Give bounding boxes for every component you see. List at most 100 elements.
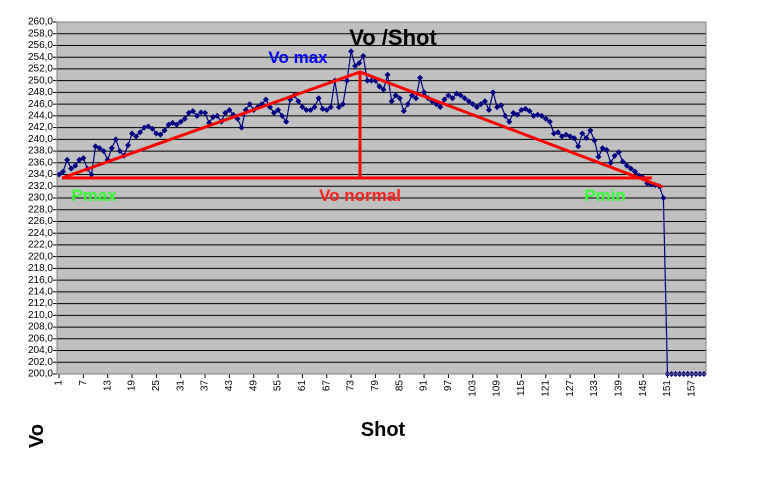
point — [595, 153, 602, 160]
point — [611, 152, 618, 159]
point — [522, 105, 529, 112]
point — [295, 98, 302, 105]
point — [502, 112, 509, 119]
point — [506, 118, 513, 125]
x-tick-label: 43 — [224, 380, 235, 392]
y-tick-label: 240,0 — [28, 134, 53, 145]
x-tick-label: 115 — [516, 380, 527, 396]
y-tick-label: 222,0 — [28, 240, 53, 251]
point — [323, 107, 330, 113]
point — [68, 165, 75, 172]
x-tick-label: 127 — [565, 380, 576, 397]
x-tick-label: 109 — [492, 380, 503, 397]
y-tick-label: 208,0 — [28, 322, 53, 333]
point — [80, 155, 87, 162]
y-tick-label: 216,0 — [28, 275, 53, 286]
point — [124, 142, 131, 149]
annotation: Vo normal — [319, 186, 401, 205]
x-tick-label: 139 — [613, 380, 624, 397]
x-tick-label: 55 — [273, 380, 284, 392]
x-tick-label: 91 — [419, 380, 430, 392]
point — [615, 149, 622, 156]
x-tick-label: 73 — [346, 380, 357, 392]
point — [571, 135, 578, 142]
point — [279, 112, 286, 119]
point — [189, 108, 196, 115]
trend-lines — [61, 70, 664, 189]
point — [461, 95, 468, 102]
point — [412, 95, 419, 102]
y-tick-label: 258,0 — [28, 28, 53, 39]
x-tick-label: 97 — [443, 380, 454, 392]
y-tick-label: 254,0 — [28, 52, 53, 63]
point — [485, 107, 492, 113]
y-tick-label: 260,0 — [28, 17, 53, 28]
point — [202, 109, 209, 116]
point — [137, 129, 144, 136]
point — [177, 118, 184, 125]
point — [396, 95, 403, 102]
x-tick-label: 25 — [151, 380, 162, 392]
point — [129, 130, 136, 137]
point — [404, 101, 411, 108]
y-tick-label: 212,0 — [28, 298, 53, 309]
y-tick-label: 252,0 — [28, 64, 53, 75]
x-tick-label: 85 — [394, 380, 405, 392]
point — [96, 145, 103, 152]
x-tick-label: 133 — [589, 380, 600, 397]
point — [583, 135, 590, 142]
point — [392, 92, 399, 99]
y-tick-label: 246,0 — [28, 99, 53, 110]
point — [327, 104, 334, 111]
y-tick-label: 256,0 — [28, 40, 53, 51]
point — [498, 102, 505, 109]
point — [116, 148, 123, 155]
y-tick-label: 248,0 — [28, 87, 53, 98]
point — [400, 108, 407, 115]
point — [88, 171, 95, 178]
x-tick-label: 79 — [370, 380, 381, 392]
point — [554, 129, 561, 136]
point — [526, 108, 533, 115]
x-tick-label: 1 — [54, 380, 65, 386]
point — [376, 83, 383, 90]
point — [623, 162, 630, 169]
marks — [56, 48, 707, 377]
grid — [53, 21, 706, 378]
point — [238, 124, 245, 131]
point — [56, 171, 63, 178]
point — [441, 96, 448, 103]
point — [315, 95, 322, 102]
point — [445, 92, 452, 99]
x-tick-label: 7 — [78, 380, 89, 386]
point — [481, 98, 488, 105]
point — [473, 104, 480, 111]
x-tick-label: 61 — [297, 380, 308, 392]
y-tick-label: 220,0 — [28, 251, 53, 262]
point — [364, 77, 371, 84]
y-tick-label: 232,0 — [28, 181, 53, 192]
point — [246, 101, 253, 108]
point — [181, 115, 188, 122]
point — [307, 107, 314, 113]
x-tick-label: 13 — [102, 380, 113, 392]
series-line — [58, 51, 704, 375]
point — [579, 130, 586, 137]
y-tick-label: 218,0 — [28, 263, 53, 274]
point — [149, 125, 156, 132]
y-tick-label: 230,0 — [28, 193, 53, 204]
point — [193, 112, 200, 119]
point — [449, 95, 456, 102]
x-tick-label: 151 — [662, 380, 673, 397]
point — [417, 74, 424, 81]
point — [197, 109, 204, 116]
point — [64, 156, 71, 163]
annotation: Pmin — [584, 186, 626, 205]
point — [214, 112, 221, 119]
point — [477, 101, 484, 108]
point — [469, 101, 476, 108]
x-tick-label: 37 — [200, 380, 211, 392]
y-tick-label: 210,0 — [28, 310, 53, 321]
point — [283, 118, 290, 125]
